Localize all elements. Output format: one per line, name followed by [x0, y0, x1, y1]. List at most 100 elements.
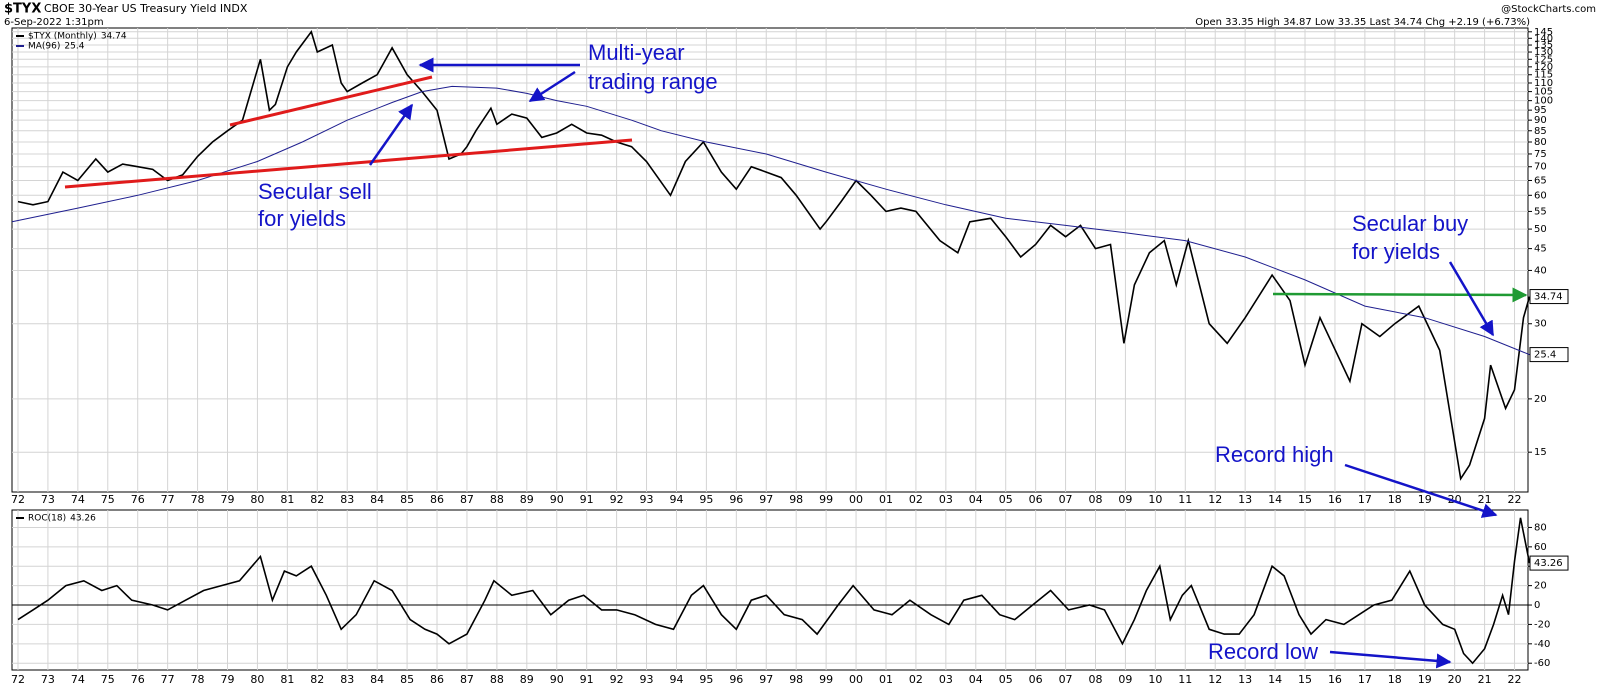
- x-tick-label: 13: [1238, 673, 1252, 686]
- x-tick-label: 75: [101, 673, 115, 686]
- x-tick-label: 02: [909, 493, 923, 506]
- y-tick-label: 130: [1534, 47, 1553, 58]
- y-tick-label: 105: [1534, 87, 1553, 98]
- x-tick-label: 87: [460, 673, 474, 686]
- x-tick-label: 77: [161, 673, 175, 686]
- symbol: $TYX: [4, 2, 41, 17]
- y-tick-label: 140: [1534, 33, 1553, 44]
- x-tick-label: 86: [430, 493, 444, 506]
- y-tick-label: 85: [1534, 126, 1547, 137]
- y-tick-label: 60: [1534, 542, 1547, 553]
- y-tick-label: 20: [1534, 581, 1547, 592]
- x-tick-label: 08: [1088, 673, 1102, 686]
- x-tick-label: 74: [71, 493, 85, 506]
- annotation: Multi-year: [588, 40, 685, 65]
- x-tick-label: 98: [789, 493, 803, 506]
- x-tick-label: 72: [11, 493, 25, 506]
- x-tick-label: 09: [1118, 673, 1132, 686]
- arrow: [528, 70, 576, 103]
- y-tick-label: 120: [1534, 62, 1553, 73]
- value-tag-label: 34.74: [1534, 292, 1563, 303]
- x-tick-label: 19: [1418, 493, 1432, 506]
- x-tick-label: 04: [969, 673, 983, 686]
- x-tick-label: 89: [520, 493, 534, 506]
- y-tick-label: 80: [1534, 137, 1547, 148]
- x-tick-label: 75: [101, 493, 115, 506]
- y-tick-label: 20: [1534, 394, 1547, 405]
- trend-line: [229, 75, 433, 127]
- x-tick-label: 80: [250, 493, 264, 506]
- legend-value: 25.4: [64, 42, 84, 52]
- x-tick-label: 72: [11, 673, 25, 686]
- trend-line: [64, 138, 633, 189]
- x-tick-label: 17: [1358, 673, 1372, 686]
- x-tick-label: 79: [221, 673, 235, 686]
- value-tag-label: 25.4: [1534, 350, 1556, 361]
- x-tick-label: 98: [789, 673, 803, 686]
- y-tick-label: -20: [1534, 619, 1550, 630]
- x-tick-label: 18: [1388, 493, 1402, 506]
- x-tick-label: 83: [340, 493, 354, 506]
- y-tick-label: 145: [1534, 27, 1553, 38]
- x-tick-label: 76: [131, 673, 145, 686]
- arrow: [1448, 261, 1495, 337]
- y-tick-label: 75: [1534, 149, 1547, 160]
- x-tick-label: 73: [41, 673, 55, 686]
- x-tick-label: 19: [1418, 673, 1432, 686]
- x-tick-label: 91: [580, 673, 594, 686]
- x-tick-label: 95: [699, 673, 713, 686]
- x-tick-label: 76: [131, 493, 145, 506]
- x-tick-label: 03: [939, 493, 953, 506]
- y-tick-label: 40: [1534, 265, 1547, 276]
- x-tick-label: 90: [550, 493, 564, 506]
- y-tick-label: 95: [1534, 105, 1547, 116]
- annotation: Record high: [1215, 442, 1334, 467]
- x-tick-label: 00: [849, 493, 863, 506]
- y-tick-label: -60: [1534, 658, 1550, 669]
- x-tick-label: 96: [729, 673, 743, 686]
- y-tick-label: 65: [1534, 175, 1547, 186]
- quote: Open 33.35 High 34.87 Low 33.35 Last 34.…: [1195, 17, 1530, 28]
- series-line: [11, 85, 1530, 356]
- x-tick-label: 02: [909, 673, 923, 686]
- x-tick-label: 88: [490, 673, 504, 686]
- annotation: Secular sell: [258, 179, 372, 204]
- x-tick-label: 97: [759, 493, 773, 506]
- y-tick-label: 100: [1534, 96, 1553, 107]
- x-tick-label: 88: [490, 493, 504, 506]
- x-tick-label: 97: [759, 673, 773, 686]
- x-tick-label: 00: [849, 673, 863, 686]
- y-tick-label: 0: [1534, 600, 1540, 611]
- y-tick-label: 125: [1534, 54, 1553, 65]
- x-tick-label: 74: [71, 673, 85, 686]
- legend-label: $TYX (Monthly): [28, 32, 97, 42]
- series-line: [17, 30, 1531, 481]
- x-tick-label: 93: [640, 673, 654, 686]
- x-tick-label: 05: [999, 673, 1013, 686]
- x-tick-label: 91: [580, 493, 594, 506]
- source: @StockCharts.com: [1501, 4, 1596, 15]
- x-tick-label: 17: [1358, 493, 1372, 506]
- x-tick-label: 82: [310, 673, 324, 686]
- y-tick-label: 110: [1534, 78, 1553, 89]
- x-tick-label: 10: [1148, 493, 1162, 506]
- legend-label: MA(96): [28, 42, 60, 52]
- drawings: Multi-year trading range Secular sell fo…: [64, 40, 1528, 669]
- x-tick-label: 84: [370, 493, 384, 506]
- x-tick-label: 18: [1388, 673, 1402, 686]
- x-tick-label: 20: [1448, 673, 1462, 686]
- x-tick-label: 79: [221, 493, 235, 506]
- y-tick-label: 70: [1534, 162, 1547, 173]
- plot-area: [11, 27, 1529, 493]
- level-line: [1272, 287, 1528, 303]
- x-tick-label: 22: [1508, 673, 1522, 686]
- x-tick-label: 15: [1298, 673, 1312, 686]
- x-tick-label: 01: [879, 493, 893, 506]
- y-tick-label: 55: [1534, 206, 1547, 217]
- x-tick-label: 07: [1059, 493, 1073, 506]
- legend-value: 34.74: [101, 32, 127, 42]
- annotation: for yields: [258, 206, 346, 231]
- x-tick-label: 16: [1328, 673, 1342, 686]
- x-tick-label: 12: [1208, 673, 1222, 686]
